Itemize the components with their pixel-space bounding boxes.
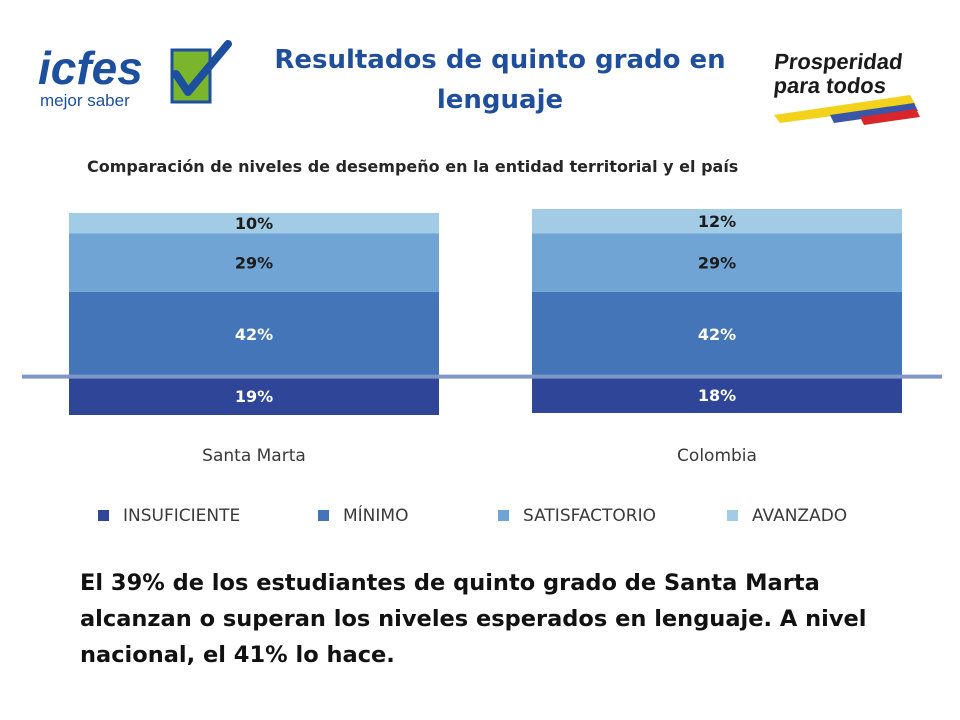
legend-swatch-mínimo bbox=[318, 510, 329, 521]
legend-swatch-satisfactorio bbox=[498, 510, 509, 521]
legend-label-satisfactorio: SATISFACTORIO bbox=[523, 506, 656, 526]
chart-title: Comparación de niveles de desempeño en l… bbox=[87, 157, 739, 176]
bar-segment-insuficiente-2 bbox=[532, 376, 902, 413]
data-label-satisfactorio-2: 29% bbox=[698, 253, 736, 272]
legend-label-mínimo: MÍNIMO bbox=[343, 504, 408, 526]
summary-text: El 39% de los estudiantes de quinto grad… bbox=[80, 570, 867, 668]
data-label-mínimo-1: 42% bbox=[235, 325, 273, 344]
page-title: Resultados de quinto grado en lenguaje bbox=[274, 45, 726, 115]
legend-swatch-avanzado bbox=[727, 510, 738, 521]
checkmark-icon bbox=[172, 40, 232, 96]
data-label-insuficiente-2: 18% bbox=[698, 386, 736, 405]
prosperidad-line2: para todos bbox=[772, 73, 887, 98]
data-label-insuficiente-1: 19% bbox=[235, 387, 273, 406]
prosperidad-logo: Prosperidad para todos bbox=[770, 45, 920, 125]
icfes-tagline: mejor saber bbox=[40, 91, 130, 110]
flag-stripe-yellow bbox=[774, 95, 916, 123]
bar-segment-mínimo-1 bbox=[69, 291, 439, 377]
bar-segment-satisfactorio-2 bbox=[532, 233, 902, 292]
legend-label-insuficiente: INSUFICIENTE bbox=[123, 506, 240, 526]
data-label-avanzado-2: 12% bbox=[698, 212, 736, 231]
bar-segment-satisfactorio-1 bbox=[69, 233, 439, 292]
flag-stripe-blue bbox=[830, 103, 918, 123]
bar-segment-insuficiente-1 bbox=[69, 376, 439, 415]
data-label-satisfactorio-1: 29% bbox=[235, 253, 273, 272]
legend-swatch-insuficiente bbox=[98, 510, 109, 521]
prosperidad-line1: Prosperidad bbox=[773, 49, 904, 74]
icfes-logo: icfes mejor saber bbox=[36, 40, 232, 112]
prosperidad-logo-graphic: Prosperidad para todos bbox=[772, 49, 920, 125]
bar-segment-mínimo-2 bbox=[532, 291, 902, 377]
category-label-1: Santa Marta bbox=[202, 446, 306, 466]
icfes-wordmark: icfes bbox=[38, 42, 143, 94]
category-label-2: Colombia bbox=[677, 446, 757, 466]
icfes-logo-graphic: icfes mejor saber bbox=[38, 40, 232, 110]
flag-stripe-red bbox=[860, 109, 920, 125]
legend-label-avanzado: AVANZADO bbox=[752, 506, 847, 526]
data-label-avanzado-1: 10% bbox=[235, 214, 273, 233]
bar-segment-avanzado-1 bbox=[69, 213, 439, 234]
bar-segment-avanzado-2 bbox=[532, 208, 902, 234]
data-label-mínimo-2: 42% bbox=[698, 325, 736, 344]
